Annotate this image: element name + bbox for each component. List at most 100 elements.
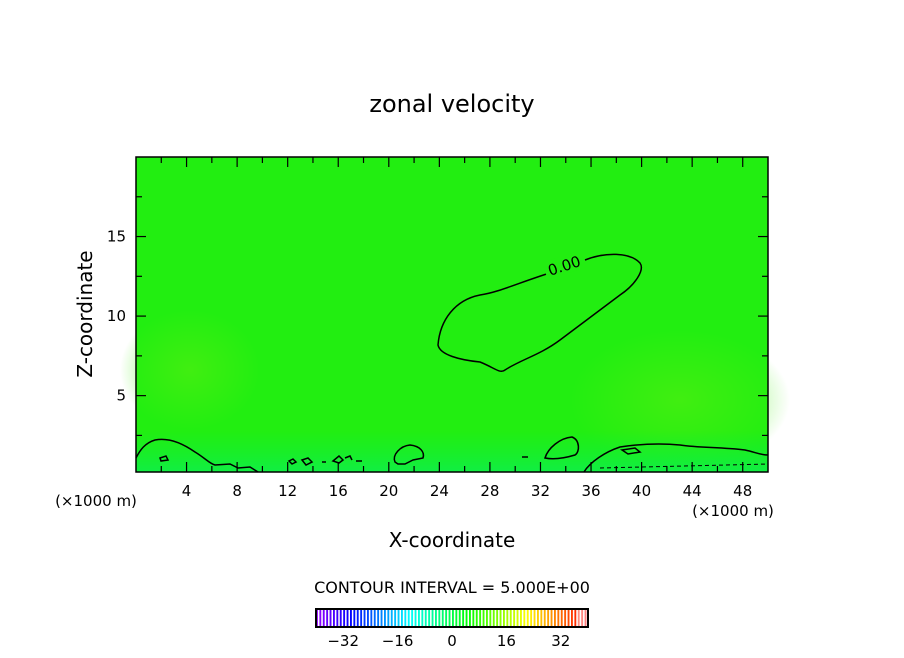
contour-bottom-32 — [544, 436, 580, 460]
colorbar-swatch — [526, 609, 529, 627]
colorbar-swatch — [414, 609, 417, 627]
colorbar-swatch — [475, 609, 478, 627]
colorbar-swatch — [360, 609, 363, 627]
contour-dashed-negative — [599, 463, 769, 469]
colorbar-swatch — [356, 609, 359, 627]
colorbar-swatch — [435, 609, 437, 627]
x-tick-label: 40 — [632, 482, 651, 500]
colorbar-frame — [315, 608, 589, 628]
colorbar-swatch — [503, 609, 505, 627]
colorbar-swatch — [513, 609, 516, 627]
colorbar-swatch — [574, 609, 577, 627]
colorbar-swatch — [543, 609, 546, 627]
colorbar-swatch — [333, 609, 335, 627]
contour-label-bg — [542, 250, 586, 280]
colorbar-swatch — [380, 609, 383, 627]
colorbar-swatch — [577, 609, 580, 627]
colorbar-swatch — [465, 609, 468, 627]
colorbar-swatch — [353, 609, 356, 627]
colorbar: −32 −16 0 16 32 — [315, 608, 589, 650]
x-tick-label: 20 — [379, 482, 398, 500]
x-tick-label: 48 — [733, 482, 752, 500]
colorbar-swatch — [421, 609, 424, 627]
chart-title: zonal velocity — [369, 90, 534, 118]
contour-zero-upper — [437, 253, 642, 373]
colorbar-swatch — [448, 609, 451, 627]
colorbar-swatch — [509, 609, 512, 627]
colorbar-tick-label: 32 — [551, 632, 570, 650]
colorbar-swatch — [418, 609, 420, 627]
x-tick-label: 8 — [232, 482, 242, 500]
colorbar-swatch — [462, 609, 465, 627]
colorbar-swatch — [571, 609, 573, 627]
colorbar-swatch — [472, 609, 475, 627]
colorbar-tick-label: −32 — [327, 632, 359, 650]
contour-interval-text: CONTOUR INTERVAL = 5.000E+00 — [314, 578, 590, 597]
x-tick-label: 36 — [581, 482, 600, 500]
colorbar-swatch — [499, 609, 502, 627]
colorbar-swatch — [581, 609, 584, 627]
colorbar-swatch — [452, 609, 454, 627]
colorbar-swatch — [533, 609, 536, 627]
colorbar-swatch — [445, 609, 448, 627]
colorbar-swatch — [557, 609, 560, 627]
x-tick-label: 28 — [480, 482, 499, 500]
y-axis-label: Z-coordinate — [73, 250, 97, 377]
contour-bottom-right — [583, 443, 769, 473]
colorbar-swatch — [343, 609, 346, 627]
x-tick-label: 16 — [329, 482, 348, 500]
colorbar-swatch — [455, 609, 458, 627]
colorbar-swatch — [329, 609, 332, 627]
colorbar-swatch — [431, 609, 434, 627]
colorbar-tick-label: −16 — [382, 632, 414, 650]
y-tick-label: 15 — [107, 228, 126, 246]
colorbar-swatch — [373, 609, 376, 627]
colorbar-swatch — [322, 609, 325, 627]
colorbar-swatch — [482, 609, 485, 627]
colorbar-swatch — [486, 609, 488, 627]
colorbar-swatch — [530, 609, 533, 627]
field-low-bottom — [136, 430, 768, 472]
y-tick-label: 10 — [107, 307, 126, 325]
colorbar-swatch — [537, 609, 539, 627]
colorbar-swatch — [523, 609, 526, 627]
colorbar-swatch — [479, 609, 482, 627]
colorbar-swatch — [404, 609, 407, 627]
colorbar-swatch — [319, 609, 322, 627]
colorbar-swatch — [326, 609, 329, 627]
x-tick-label: 32 — [531, 482, 550, 500]
contours — [135, 253, 769, 473]
colorbar-swatch — [390, 609, 393, 627]
plot-frame — [135, 156, 769, 473]
colorbar-swatch — [520, 609, 522, 627]
x-unit-label-right: (×1000 m) — [692, 502, 774, 520]
colorbar-swatch — [367, 609, 369, 627]
colorbar-swatch — [506, 609, 509, 627]
colorbar-swatch — [424, 609, 427, 627]
x-unit-label-left: (×1000 m) — [55, 492, 137, 510]
colorbar-swatch — [336, 609, 339, 627]
colorbar-swatch — [394, 609, 397, 627]
colorbar-swatch — [567, 609, 570, 627]
x-tick-label: 24 — [430, 482, 449, 500]
colorbar-swatch — [547, 609, 550, 627]
colorbar-swatch — [489, 609, 492, 627]
contour-small-2 — [619, 447, 642, 455]
colorbar-swatch — [401, 609, 403, 627]
field-high-left — [120, 310, 260, 430]
colorbar-swatch — [516, 609, 519, 627]
colorbar-swatch — [377, 609, 380, 627]
colorbar-swatch — [458, 609, 461, 627]
colorbar-swatch — [584, 609, 587, 627]
colorbar-swatch — [438, 609, 441, 627]
colorbar-swatch — [350, 609, 352, 627]
colorbar-swatch — [339, 609, 342, 627]
colorbar-swatch — [496, 609, 499, 627]
colorbar-swatch — [387, 609, 390, 627]
colorbar-swatch — [428, 609, 431, 627]
contour-small-3 — [287, 454, 528, 466]
colorbar-swatch — [550, 609, 553, 627]
colorbar-swatch — [492, 609, 495, 627]
